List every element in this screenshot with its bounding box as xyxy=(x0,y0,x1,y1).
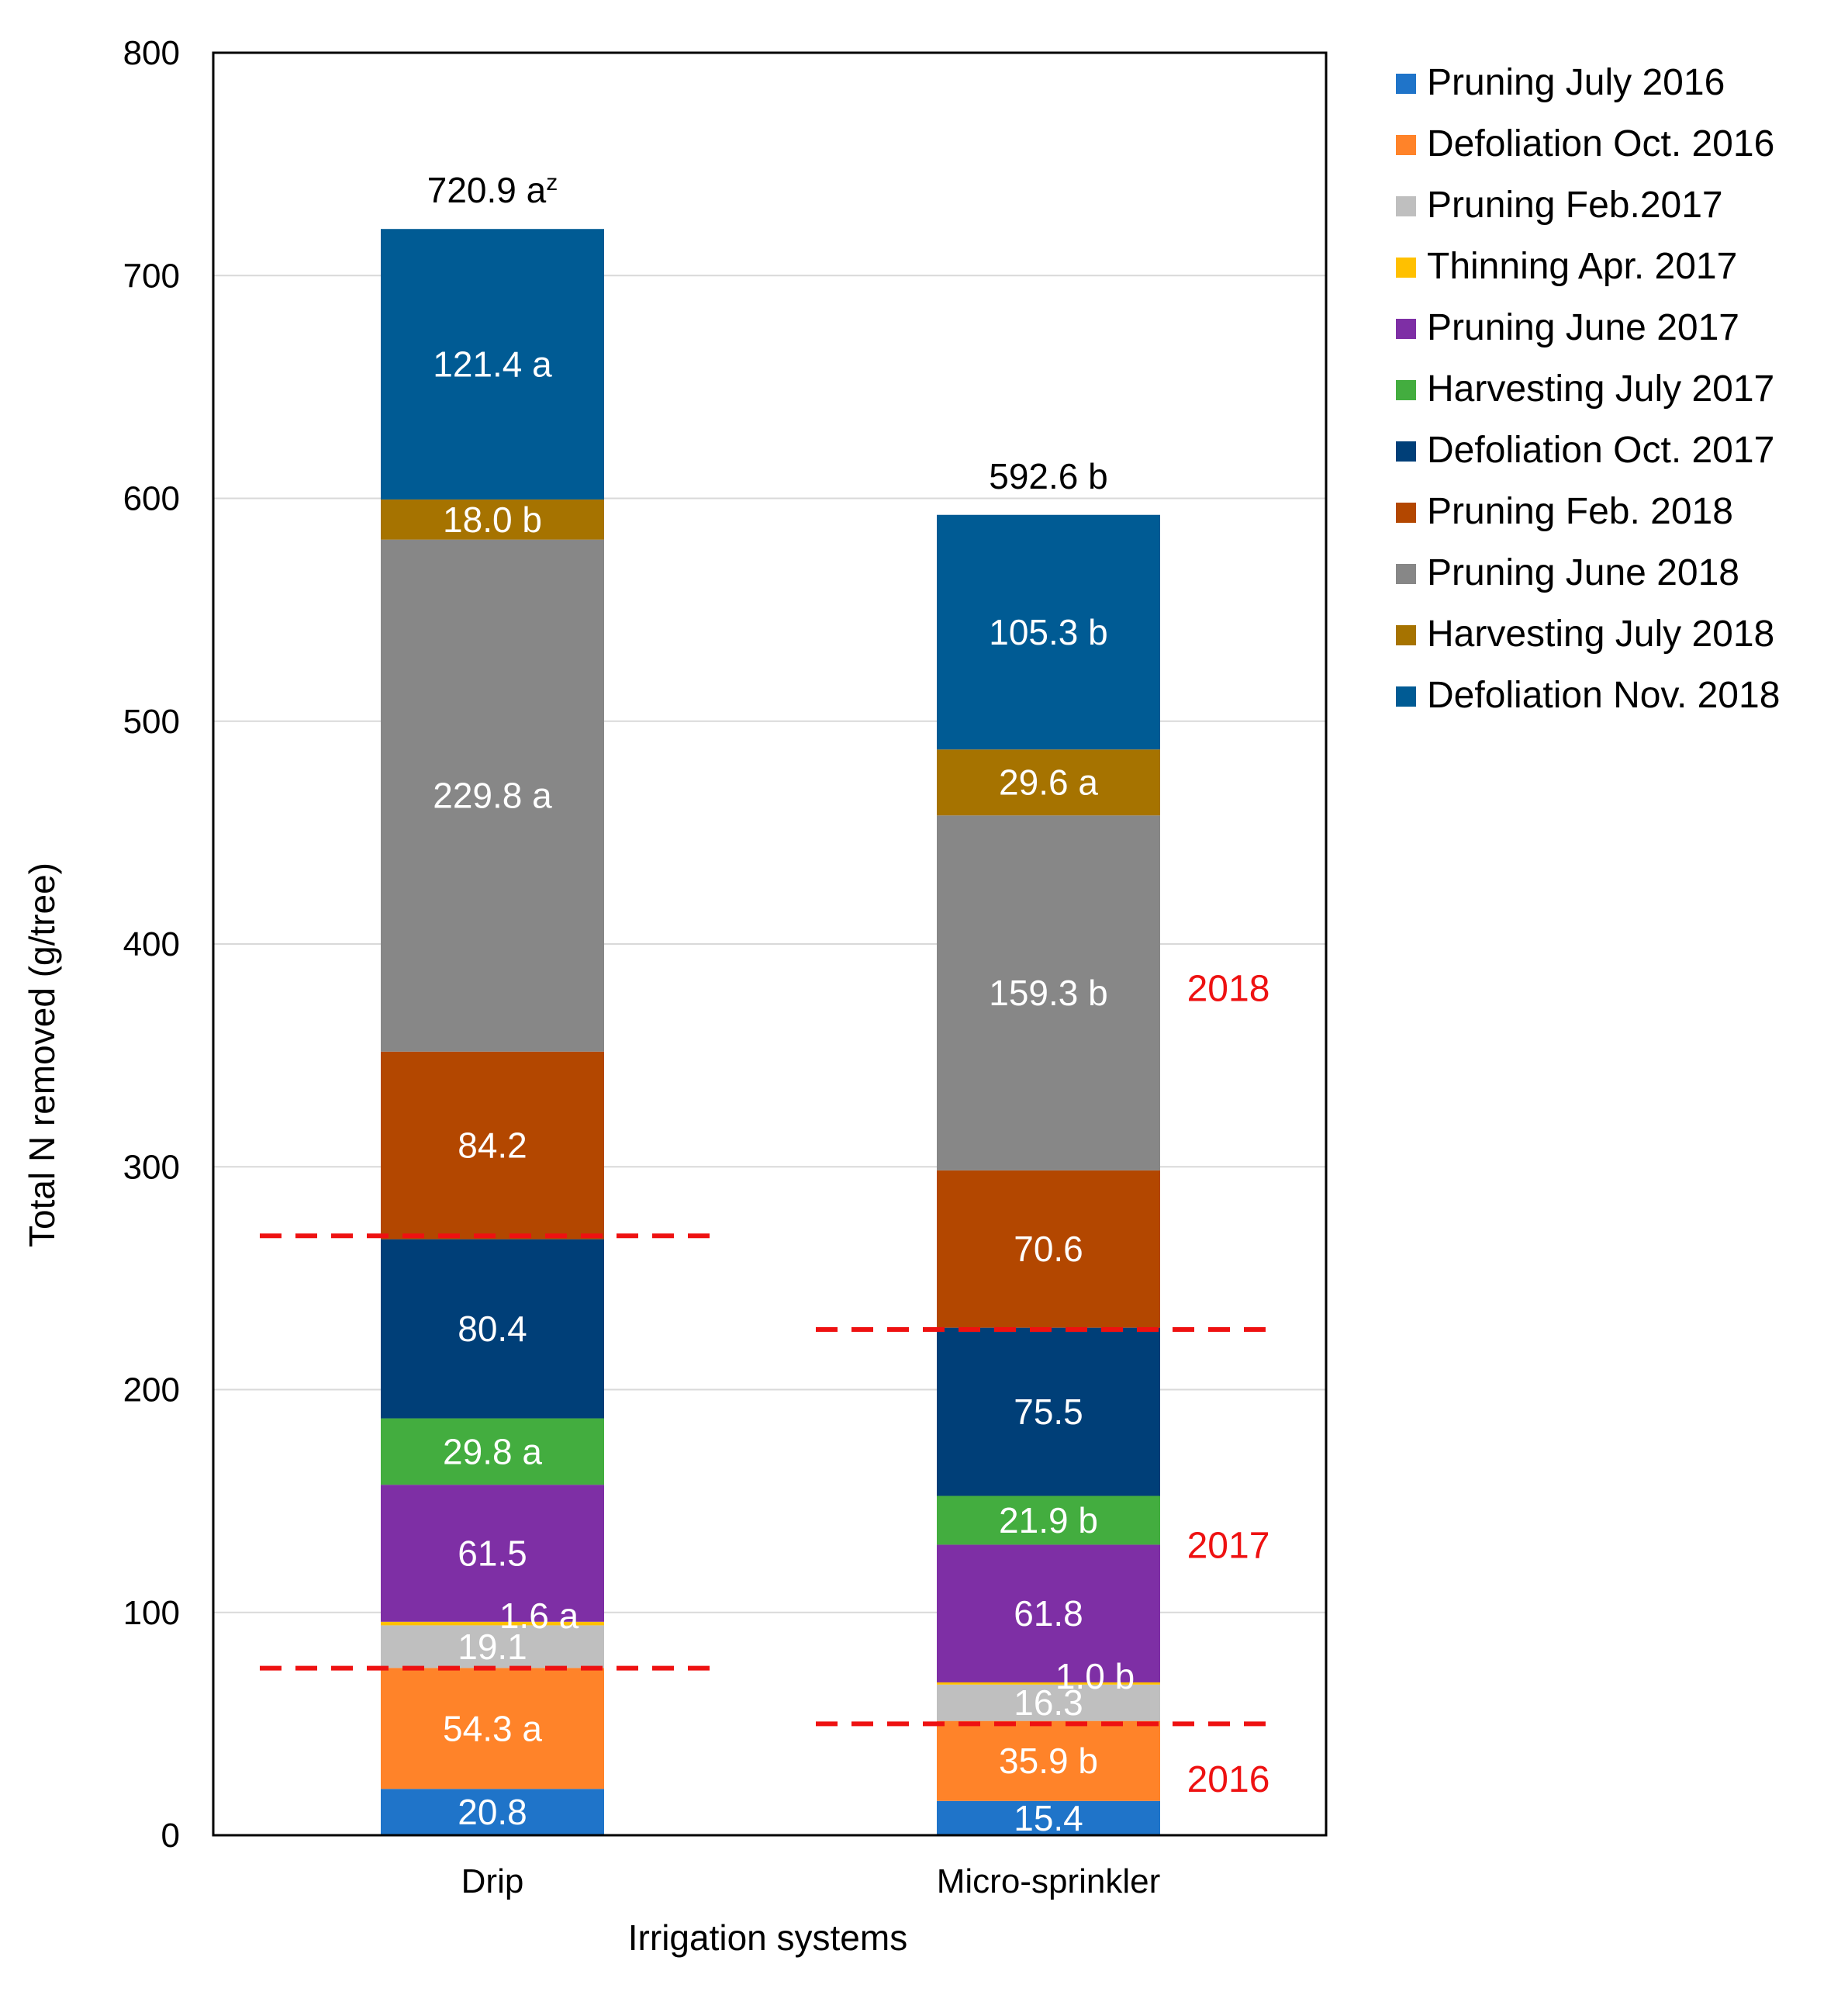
bar-segment-micro-sprinkler-pruning-june-2017 xyxy=(937,1544,1160,1682)
legend-swatch-defoliation-oct-2017 xyxy=(1396,441,1416,462)
y-axis-title: Total N removed (g/tree) xyxy=(22,863,62,1247)
total-superscript: z xyxy=(546,170,558,195)
year-annotations: 2016 2017 2018 xyxy=(1187,968,1270,1800)
bar-totals: 720.9 az 592.6 b xyxy=(427,170,1108,496)
x-tick-drip: Drip xyxy=(461,1862,524,1900)
legend-label-pruning-june-2017: Pruning June 2017 xyxy=(1427,307,1739,348)
segment-label-drip-harvesting-july-2018: 18.0 b xyxy=(443,500,542,540)
year-dividers xyxy=(260,1233,1272,1727)
bar-segment-drip-defoliation-nov-2018 xyxy=(381,229,604,500)
bar-segment-drip-harvesting-july-2017 xyxy=(381,1418,604,1485)
bar-segment-micro-sprinkler-harvesting-july-2017 xyxy=(937,1495,1160,1545)
bar-segment-drip-pruning-june-2017 xyxy=(381,1485,604,1622)
segment-label-drip-harvesting-july-2017: 29.8 a xyxy=(443,1431,542,1471)
segment-label-micro-sprinkler-defoliation-oct-2017: 75.5 xyxy=(1014,1392,1083,1432)
y-tick-500: 500 xyxy=(123,703,180,741)
legend-label-thinning-apr-2017: Thinning Apr. 2017 xyxy=(1427,246,1737,287)
bar-segment-micro-sprinkler-pruning-feb-2017 xyxy=(937,1684,1160,1721)
plot-frame xyxy=(212,51,1328,1837)
bar-segment-drip-defoliation-oct-2017 xyxy=(381,1239,604,1419)
legend-swatch-pruning-june-2018 xyxy=(1396,564,1416,584)
y-tick-100: 100 xyxy=(123,1594,180,1632)
legend-label-pruning-july-2016: Pruning July 2016 xyxy=(1427,62,1725,103)
segment-label-micro-sprinkler-harvesting-july-2018: 29.6 a xyxy=(999,762,1098,803)
legend-label-defoliation-oct-2017: Defoliation Oct. 2017 xyxy=(1427,430,1774,471)
segment-label-micro-sprinkler-harvesting-july-2017: 21.9 b xyxy=(999,1500,1098,1540)
total-label-drip: 720.9 az xyxy=(427,170,558,210)
segment-label-drip-pruning-june-2017: 61.5 xyxy=(458,1533,527,1573)
segment-label-micro-sprinkler-pruning-june-2017: 61.8 xyxy=(1014,1593,1083,1634)
legend-swatch-pruning-july-2016 xyxy=(1396,74,1416,94)
y-tick-600: 600 xyxy=(123,480,180,518)
bar-segment-drip-pruning-june-2018 xyxy=(381,539,604,1052)
y-tick-400: 400 xyxy=(123,925,180,963)
y-tick-300: 300 xyxy=(123,1148,180,1186)
bar-segment-micro-sprinkler-pruning-feb-2018 xyxy=(937,1170,1160,1328)
legend-swatch-pruning-feb-2017 xyxy=(1396,196,1416,216)
segment-label-micro-sprinkler-pruning-june-2018: 159.3 b xyxy=(989,973,1107,1013)
bar-segment-micro-sprinkler-pruning-june-2018 xyxy=(937,815,1160,1170)
segment-label-drip-pruning-june-2018: 229.8 a xyxy=(433,776,552,816)
total-value: 720.9 a xyxy=(427,170,547,210)
segment-label-micro-sprinkler-defoliation-nov-2018: 105.3 b xyxy=(989,612,1107,652)
legend-label-pruning-feb-2018: Pruning Feb. 2018 xyxy=(1427,491,1733,532)
segment-label-drip-pruning-july-2016: 20.8 xyxy=(458,1792,527,1832)
legend-swatch-pruning-feb-2018 xyxy=(1396,503,1416,523)
bars xyxy=(381,229,1160,1835)
legend-swatch-harvesting-july-2017 xyxy=(1396,380,1416,400)
legend: Pruning July 2016 Defoliation Oct. 2016 Pr… xyxy=(1396,62,1780,716)
segment-label-micro-sprinkler-defoliation-oct-2016: 35.9 b xyxy=(999,1741,1098,1781)
year-annotation-2016: 2016 xyxy=(1187,1759,1270,1800)
y-tick-200: 200 xyxy=(123,1371,180,1409)
segment-label-micro-sprinkler-thinning-apr-2017: 1.0 b xyxy=(1055,1656,1135,1696)
bar-segment-micro-sprinkler-defoliation-oct-2017 xyxy=(937,1327,1160,1496)
segment-label-drip-pruning-feb-2018: 84.2 xyxy=(458,1125,527,1166)
segment-labels: 20.8 54.3 a 19.11.6 a 61.5 29.8 a 80.4 84.2 229… xyxy=(433,344,1135,1838)
legend-swatch-defoliation-nov-2018 xyxy=(1396,686,1416,707)
y-tick-0: 0 xyxy=(161,1817,180,1855)
segment-label-micro-sprinkler-pruning-feb-2018: 70.6 xyxy=(1014,1229,1083,1269)
bar-segment-drip-harvesting-july-2018 xyxy=(381,499,604,540)
segment-label-drip-pruning-feb-2017: 19.1 xyxy=(458,1627,527,1667)
legend-swatch-defoliation-oct-2016 xyxy=(1396,135,1416,155)
total-value: 592.6 b xyxy=(989,456,1107,496)
legend-label-defoliation-nov-2018: Defoliation Nov. 2018 xyxy=(1427,675,1780,716)
segment-label-micro-sprinkler-pruning-feb-2017: 16.3 xyxy=(1014,1682,1083,1723)
segment-label-drip-defoliation-nov-2018: 121.4 a xyxy=(433,344,552,385)
segment-label-drip-thinning-apr-2017: 1.6 a xyxy=(499,1596,579,1636)
total-label-micro-sprinkler: 592.6 b xyxy=(989,456,1107,496)
bar-segment-micro-sprinkler-thinning-apr-2017 xyxy=(937,1682,1160,1685)
x-axis-title: Irrigation systems xyxy=(628,1917,907,1958)
bar-segment-micro-sprinkler-harvesting-july-2018 xyxy=(937,749,1160,816)
legend-label-harvesting-july-2018: Harvesting July 2018 xyxy=(1427,614,1774,655)
y-tick-800: 800 xyxy=(123,34,180,72)
segment-label-drip-defoliation-oct-2017: 80.4 xyxy=(458,1309,527,1349)
year-annotation-2017: 2017 xyxy=(1187,1526,1270,1567)
legend-label-defoliation-oct-2016: Defoliation Oct. 2016 xyxy=(1427,123,1774,164)
bar-segment-drip-pruning-feb-2017 xyxy=(381,1625,604,1668)
bar-segment-drip-pruning-feb-2018 xyxy=(381,1051,604,1240)
legend-swatch-thinning-apr-2017 xyxy=(1396,258,1416,278)
legend-label-pruning-june-2018: Pruning June 2018 xyxy=(1427,552,1739,593)
bar-segment-drip-defoliation-oct-2016 xyxy=(381,1668,604,1789)
legend-label-harvesting-july-2017: Harvesting July 2017 xyxy=(1427,368,1774,410)
legend-label-pruning-feb-2017: Pruning Feb.2017 xyxy=(1427,185,1723,226)
year-annotation-2018: 2018 xyxy=(1187,968,1270,1009)
bar-segment-drip-thinning-apr-2017 xyxy=(381,1621,604,1626)
plot-border xyxy=(212,51,1328,1837)
segment-label-drip-defoliation-oct-2016: 54.3 a xyxy=(443,1708,542,1748)
y-tick-700: 700 xyxy=(123,257,180,295)
legend-swatch-harvesting-july-2018 xyxy=(1396,625,1416,645)
bar-segment-drip-pruning-july-2016 xyxy=(381,1789,604,1835)
legend-swatch-pruning-june-2017 xyxy=(1396,319,1416,339)
bar-segment-micro-sprinkler-defoliation-nov-2018 xyxy=(937,514,1160,750)
x-tick-micro-sprinkler: Micro-sprinkler xyxy=(937,1862,1160,1900)
bar-segment-micro-sprinkler-defoliation-oct-2016 xyxy=(937,1720,1160,1801)
segment-label-micro-sprinkler-pruning-july-2016: 15.4 xyxy=(1014,1798,1083,1838)
y-axis-ticks: 0 100 200 300 400 500 600 700 800 xyxy=(123,34,180,1855)
x-axis-ticks: Drip Micro-sprinkler xyxy=(461,1862,1161,1900)
bar-segment-micro-sprinkler-pruning-july-2016 xyxy=(937,1800,1160,1835)
